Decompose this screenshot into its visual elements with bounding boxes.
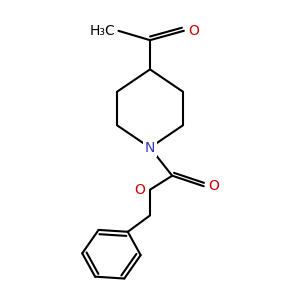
Text: H₃C: H₃C	[89, 24, 115, 38]
Text: N: N	[145, 141, 155, 155]
Text: O: O	[188, 24, 199, 38]
Text: O: O	[134, 183, 145, 197]
Text: O: O	[208, 179, 219, 193]
